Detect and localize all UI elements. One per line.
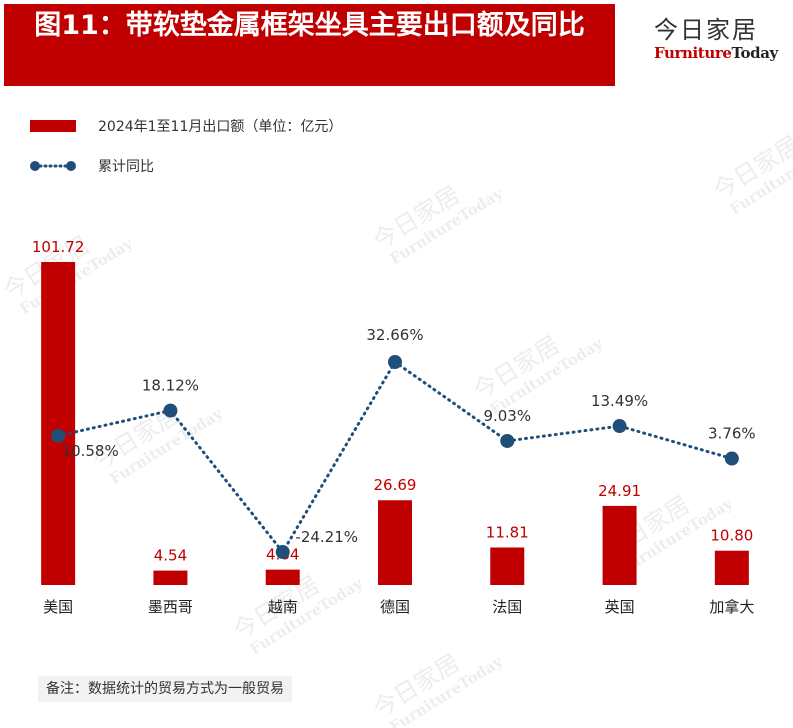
yoy-point-label: 13.49% bbox=[591, 392, 648, 410]
brand-logo-cn: 今日家居 bbox=[654, 16, 758, 44]
x-axis-tick-label: 美国 bbox=[43, 598, 73, 616]
yoy-point-label: -24.21% bbox=[295, 528, 358, 546]
brand-logo-en-part1: Furniture bbox=[654, 44, 732, 62]
bar-2 bbox=[265, 569, 300, 585]
legend-bar-label: 2024年1至11月出口额（单位：亿元） bbox=[98, 119, 343, 135]
x-axis-tick-label: 加拿大 bbox=[709, 598, 754, 616]
legend-item-bar: 2024年1至11月出口额（单位：亿元） bbox=[30, 116, 342, 136]
x-axis-labels: 美国 墨西哥 越南 德国 法国 英国 加拿大 bbox=[43, 598, 754, 616]
yoy-point bbox=[500, 433, 515, 448]
bar-value-label: 101.72 bbox=[32, 238, 85, 256]
yoy-point bbox=[275, 545, 290, 559]
point-labels-layer: 10.58% 18.12% -24.21% 32.66% 9.03% 13.49% 3.76… bbox=[62, 326, 756, 546]
bar-5 bbox=[602, 505, 637, 585]
yoy-point bbox=[612, 419, 627, 434]
brand-logo-en-part2: Today bbox=[731, 44, 778, 62]
line-layer bbox=[51, 355, 739, 559]
bars-layer bbox=[41, 262, 749, 585]
footnote: 备注：数据统计的贸易方式为一般贸易 bbox=[38, 676, 292, 702]
yoy-point bbox=[51, 428, 66, 443]
bar-6 bbox=[714, 550, 749, 585]
legend-bar-swatch bbox=[30, 120, 76, 132]
yoy-point-label: 10.58% bbox=[62, 442, 119, 460]
x-axis-tick-label: 越南 bbox=[268, 598, 298, 616]
bar-value-label: 24.91 bbox=[598, 482, 641, 500]
legend-item-line: 累计同比 bbox=[30, 156, 154, 176]
yoy-point-label: 3.76% bbox=[708, 425, 756, 443]
yoy-point-label: 18.12% bbox=[142, 377, 199, 395]
bar-value-label: 10.80 bbox=[710, 527, 753, 545]
yoy-point bbox=[724, 451, 739, 466]
yoy-point bbox=[163, 403, 178, 418]
bar-0 bbox=[41, 262, 76, 585]
bar-value-label: 4.54 bbox=[154, 547, 187, 565]
yoy-point-label: 9.03% bbox=[483, 407, 531, 425]
brand-logo-en: FurnitureToday bbox=[654, 44, 784, 62]
chart-title: 图11：带软垫金属框架坐具主要出口额及同比 bbox=[4, 4, 615, 86]
x-axis-tick-label: 墨西哥 bbox=[148, 598, 193, 616]
x-axis-tick-label: 法国 bbox=[492, 598, 522, 616]
legend-line-label: 累计同比 bbox=[98, 159, 154, 175]
bar-1 bbox=[153, 570, 188, 585]
yoy-point-label: 32.66% bbox=[366, 326, 423, 344]
bar-3 bbox=[378, 500, 412, 585]
bar-value-label: 11.81 bbox=[486, 523, 529, 541]
bar-value-label: 26.69 bbox=[374, 476, 417, 494]
x-axis-tick-label: 英国 bbox=[605, 598, 635, 616]
yoy-point bbox=[388, 355, 402, 369]
x-axis-tick-label: 德国 bbox=[380, 598, 410, 616]
legend-line-swatch bbox=[30, 159, 76, 173]
bar-4 bbox=[490, 547, 525, 585]
